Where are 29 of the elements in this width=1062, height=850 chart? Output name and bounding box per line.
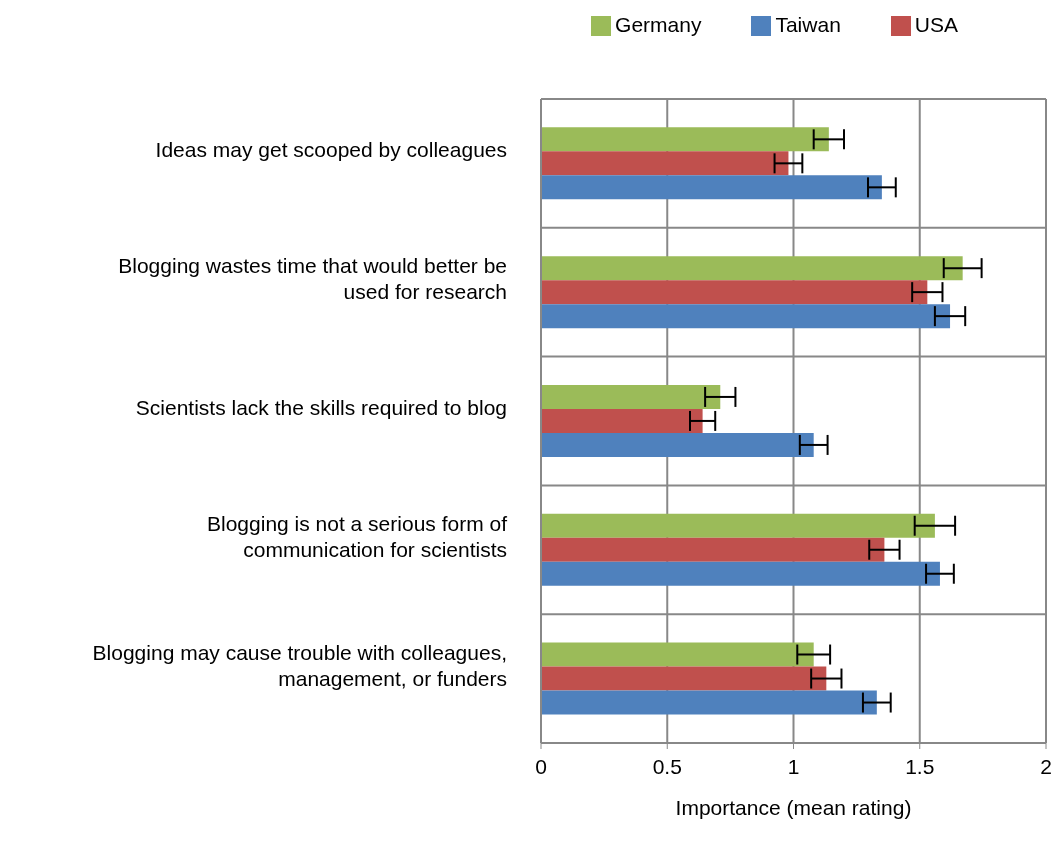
y-tick-label: Ideas may get scooped by colleagues bbox=[155, 138, 507, 162]
y-tick-label: Blogging is not a serious form of communication for scientists bbox=[207, 511, 508, 561]
bar bbox=[541, 690, 877, 715]
bar bbox=[541, 537, 885, 562]
bar bbox=[541, 384, 721, 409]
bar bbox=[541, 642, 814, 667]
bar bbox=[541, 304, 951, 329]
x-tick-label: 1.5 bbox=[905, 754, 935, 778]
bar bbox=[541, 151, 789, 176]
bar bbox=[541, 256, 963, 281]
bar bbox=[541, 666, 827, 691]
x-tick-label: 0 bbox=[535, 754, 547, 778]
legend-label: Germany bbox=[615, 13, 702, 36]
bar bbox=[541, 175, 882, 200]
bar bbox=[541, 280, 928, 305]
bar bbox=[541, 127, 829, 152]
bar bbox=[541, 513, 935, 538]
legend-label: USA bbox=[914, 13, 958, 36]
x-axis-title: Importance (mean rating) bbox=[675, 796, 912, 819]
y-tick-label: Blogging wastes time that would better be used for research bbox=[118, 254, 507, 304]
y-tick-label: Scientists lack the skills required to blog bbox=[135, 396, 507, 419]
bar bbox=[541, 561, 940, 586]
x-tick-label: 0.5 bbox=[652, 754, 682, 778]
y-tick-label: Blogging may cause trouble with colleagues, management, or funders bbox=[92, 640, 507, 690]
legend-label: Taiwan bbox=[775, 13, 841, 36]
bar bbox=[541, 432, 814, 457]
x-tick-label: 2 bbox=[1040, 754, 1052, 778]
bar bbox=[541, 408, 703, 433]
x-tick-label: 1 bbox=[787, 754, 800, 778]
